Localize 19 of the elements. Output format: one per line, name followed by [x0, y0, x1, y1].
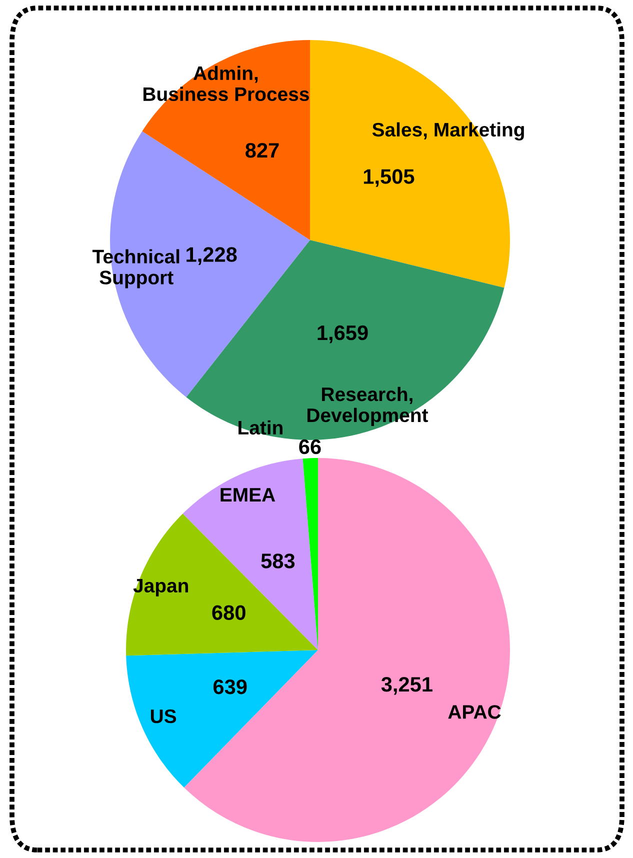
slice-label: Technical Support [92, 249, 180, 288]
pie-slice [186, 240, 504, 440]
pie-slice [142, 40, 310, 240]
data-label: 1,228 [186, 247, 237, 265]
data-label: 1,659 [318, 325, 368, 344]
slice-label: US [150, 709, 176, 724]
slice-label: APAC [448, 705, 501, 719]
pie-slice [126, 650, 318, 788]
pie-slice [302, 458, 318, 650]
pie-slice [126, 514, 318, 656]
data-label: 583 [261, 554, 295, 568]
slice-label: EMEA [220, 488, 276, 502]
data-label: 639 [213, 679, 247, 694]
data-label: 680 [212, 605, 246, 620]
slice-label: Latin [238, 420, 282, 435]
data-label: 1,505 [364, 169, 414, 187]
data-label: 827 [246, 142, 279, 158]
data-label: 3,251 [381, 676, 432, 695]
data-label: 66 [299, 439, 321, 454]
